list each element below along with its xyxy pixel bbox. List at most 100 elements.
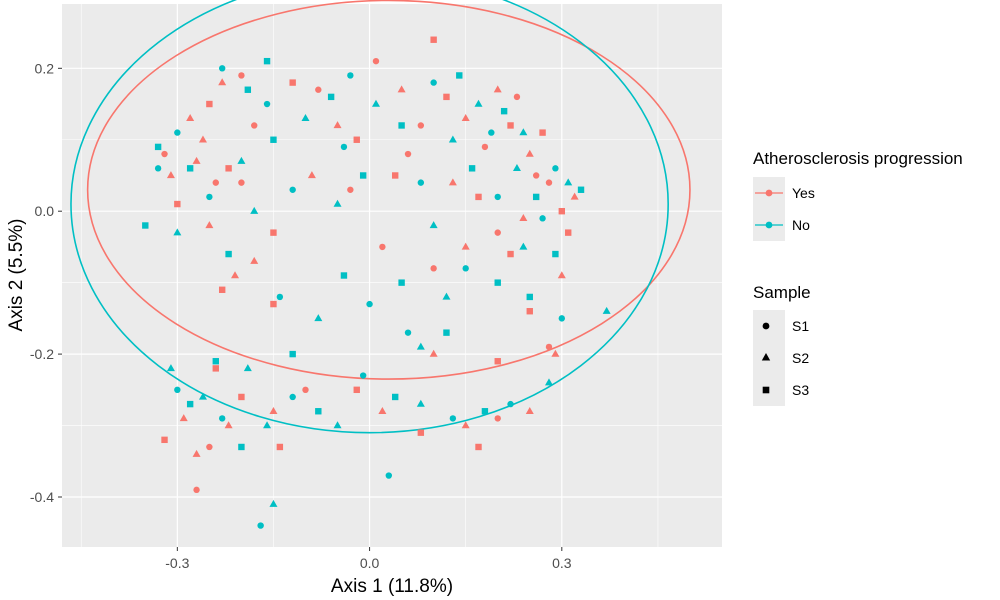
point-yes-s3 — [270, 229, 277, 236]
point-no-s1 — [263, 100, 271, 108]
point-no-s3 — [315, 408, 322, 415]
point-yes-s2 — [179, 414, 188, 422]
point-no-s3 — [186, 400, 194, 408]
point-yes-s2 — [333, 121, 342, 129]
data-points — [142, 36, 611, 529]
point-no-s1 — [206, 193, 213, 201]
legend-key-s2-triangle — [761, 353, 771, 361]
point-no-s2 — [519, 242, 528, 250]
point-no-s3 — [359, 172, 367, 179]
point-yes-s3 — [270, 300, 277, 308]
point-no-s1 — [366, 300, 373, 308]
point-yes-s2 — [231, 271, 240, 279]
legend-shape-title: Sample — [753, 283, 811, 302]
point-yes-s1 — [545, 343, 553, 351]
legend: Atherosclerosis progression Yes No Sampl… — [753, 149, 963, 406]
point-no-s2 — [198, 392, 207, 400]
y-tick-label: 0.2 — [35, 60, 55, 76]
point-no-s3 — [494, 279, 501, 286]
point-yes-s1 — [532, 172, 540, 179]
y-tick-label: -0.4 — [30, 489, 54, 505]
point-yes-s3 — [430, 36, 437, 43]
point-no-s1 — [552, 165, 559, 172]
point-yes-s3 — [494, 358, 501, 365]
point-yes-s1 — [494, 229, 501, 236]
point-yes-s2 — [557, 271, 566, 279]
legend-key-s3-square — [762, 386, 770, 394]
point-no-s3 — [263, 57, 271, 65]
point-yes-s2 — [269, 406, 278, 414]
point-no-s1 — [154, 165, 162, 172]
x-tick-label: 0.3 — [552, 555, 572, 571]
point-yes-s2 — [397, 85, 406, 93]
point-no-s1 — [449, 415, 457, 422]
point-no-s1 — [289, 186, 296, 193]
point-yes-s1 — [315, 86, 322, 93]
point-no-s3 — [526, 293, 533, 301]
point-yes-s2 — [493, 85, 502, 93]
point-no-s3 — [398, 122, 405, 129]
legend-label-yes: Yes — [792, 185, 815, 201]
point-yes-s3 — [206, 100, 213, 108]
point-no-s1 — [340, 143, 348, 151]
point-yes-s1 — [430, 265, 437, 272]
point-no-s3 — [552, 250, 559, 258]
point-no-s2 — [371, 99, 380, 107]
point-yes-s3 — [475, 193, 482, 201]
point-yes-s2 — [378, 406, 387, 414]
point-no-s3 — [270, 136, 277, 143]
point-no-s3 — [244, 86, 252, 93]
legend-label-s1: S1 — [792, 318, 809, 334]
point-yes-s3 — [218, 286, 226, 293]
point-no-s3 — [398, 279, 405, 286]
point-yes-s2 — [448, 178, 457, 186]
point-yes-s2 — [461, 421, 470, 429]
point-yes-s1 — [193, 486, 200, 494]
point-no-s2 — [173, 228, 182, 236]
point-no-s2 — [519, 128, 528, 136]
point-no-s1 — [539, 215, 546, 222]
point-yes-s2 — [551, 349, 560, 357]
point-no-s1 — [276, 293, 284, 301]
point-no-s2 — [269, 499, 278, 507]
point-yes-s2 — [307, 171, 316, 179]
point-no-s2 — [250, 206, 259, 214]
point-yes-s2 — [186, 114, 195, 122]
point-no-s1 — [218, 415, 226, 422]
point-yes-s2 — [461, 114, 470, 122]
point-yes-s1 — [212, 179, 219, 186]
point-no-s3 — [327, 93, 335, 101]
point-no-s2 — [243, 364, 252, 372]
point-yes-s2 — [166, 171, 175, 179]
grid-lines — [62, 4, 722, 547]
point-no-s2 — [429, 221, 438, 229]
point-no-s2 — [602, 306, 611, 314]
point-no-s3 — [532, 193, 540, 201]
point-yes-s3 — [539, 129, 546, 136]
point-no-s2 — [333, 421, 342, 429]
y-tick-label: -0.2 — [30, 346, 54, 362]
point-no-s2 — [448, 135, 457, 143]
point-no-s1 — [430, 79, 437, 86]
x-tick-label: -0.3 — [165, 555, 189, 571]
point-no-s3 — [225, 250, 232, 258]
point-yes-s1 — [347, 186, 354, 193]
point-yes-s3 — [417, 429, 425, 436]
point-no-s1 — [174, 129, 181, 136]
point-yes-s2 — [461, 242, 470, 250]
point-yes-s2 — [519, 214, 528, 222]
point-no-s3 — [443, 329, 450, 336]
point-no-s1 — [507, 400, 514, 408]
point-no-s2 — [564, 178, 573, 186]
point-no-s2 — [263, 421, 272, 429]
point-no-s1 — [488, 129, 495, 136]
point-no-s2 — [512, 164, 521, 172]
point-yes-s3 — [392, 172, 399, 179]
point-yes-s2 — [525, 149, 534, 157]
x-axis-title: Axis 1 (11.8%) — [331, 576, 453, 597]
point-yes-s1 — [302, 386, 309, 394]
point-no-s1 — [385, 472, 392, 479]
point-no-s3 — [186, 165, 194, 172]
legend-key-no-dot — [765, 221, 773, 229]
group-ellipses — [70, 0, 691, 434]
